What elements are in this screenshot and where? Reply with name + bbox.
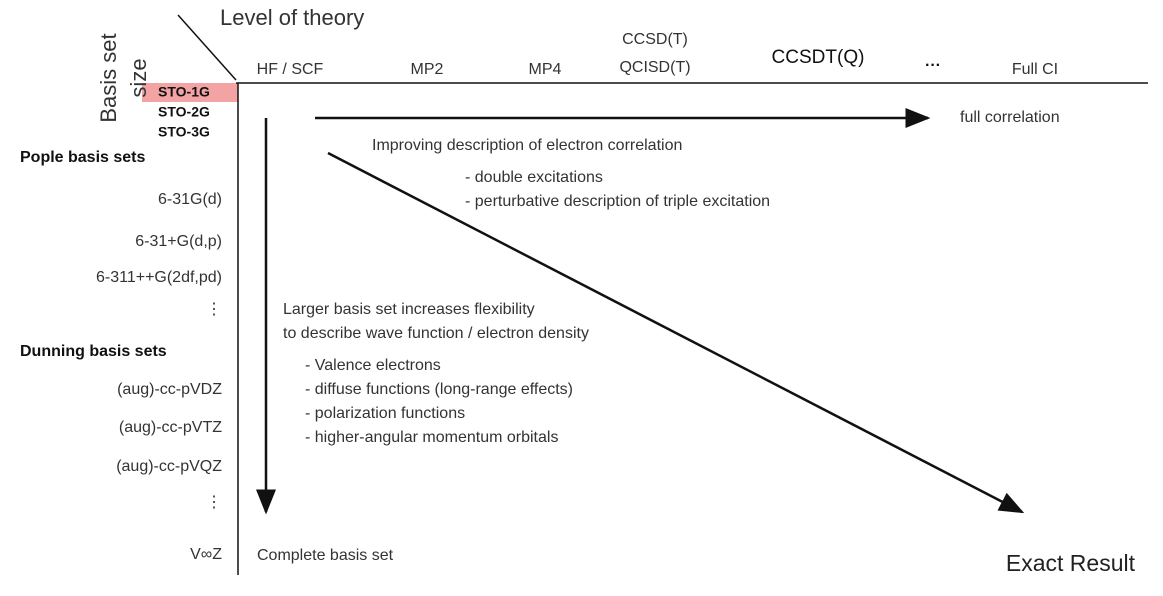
- arrow-label: full correlation: [960, 109, 1060, 126]
- row-label: (aug)-cc-pVQZ: [116, 458, 222, 475]
- note: - diffuse functions (long-range effects): [305, 381, 573, 398]
- row-label: 6-311++G(2df,pd): [96, 269, 222, 286]
- sto-label: STO-1G: [158, 84, 210, 100]
- column-header: CCSDT(Q): [772, 47, 865, 68]
- title: Level of theory: [220, 5, 364, 30]
- end-label: Complete basis set: [257, 547, 394, 564]
- note: - perturbative description of triple exc…: [465, 193, 770, 210]
- row-label: (aug)-cc-pVDZ: [117, 381, 222, 398]
- column-header: MP2: [411, 61, 444, 78]
- row-label: (aug)-cc-pVTZ: [119, 419, 222, 436]
- sto-label: STO-2G: [158, 104, 210, 120]
- note: - higher-angular momentum orbitals: [305, 429, 558, 446]
- corner-divider: [177, 14, 237, 81]
- axis-label: Basis set: [96, 33, 121, 122]
- highlight: [142, 83, 238, 102]
- group-label: Dunning basis sets: [20, 343, 167, 360]
- row-label: V∞Z: [190, 546, 222, 563]
- note: to describe wave function / electron den…: [283, 325, 589, 342]
- column-header: Full CI: [1012, 61, 1058, 78]
- diagonal-arrow: [327, 151, 1025, 514]
- note: Larger basis set increases flexibility: [283, 301, 535, 318]
- row-label: 6-31G(d): [158, 191, 222, 208]
- row-label: ⋮: [206, 301, 222, 318]
- note: - Valence electrons: [305, 357, 441, 374]
- row-label: 6-31+G(d,p): [135, 233, 222, 250]
- note: Improving description of electron correl…: [372, 137, 682, 154]
- column-header: MP4: [529, 61, 562, 78]
- result: Exact Result: [1006, 550, 1136, 576]
- row-label: ⋮: [206, 494, 222, 511]
- group-label: Pople basis sets: [20, 149, 145, 166]
- column-header: CCSD(T): [622, 31, 688, 48]
- note: - polarization functions: [305, 405, 465, 422]
- note: - double excitations: [465, 169, 603, 186]
- column-header: HF / SCF: [257, 61, 324, 78]
- sto-label: STO-3G: [158, 124, 210, 140]
- column-header: QCISD(T): [619, 59, 690, 76]
- axis-label: size: [126, 58, 151, 97]
- column-header: ···: [925, 57, 941, 74]
